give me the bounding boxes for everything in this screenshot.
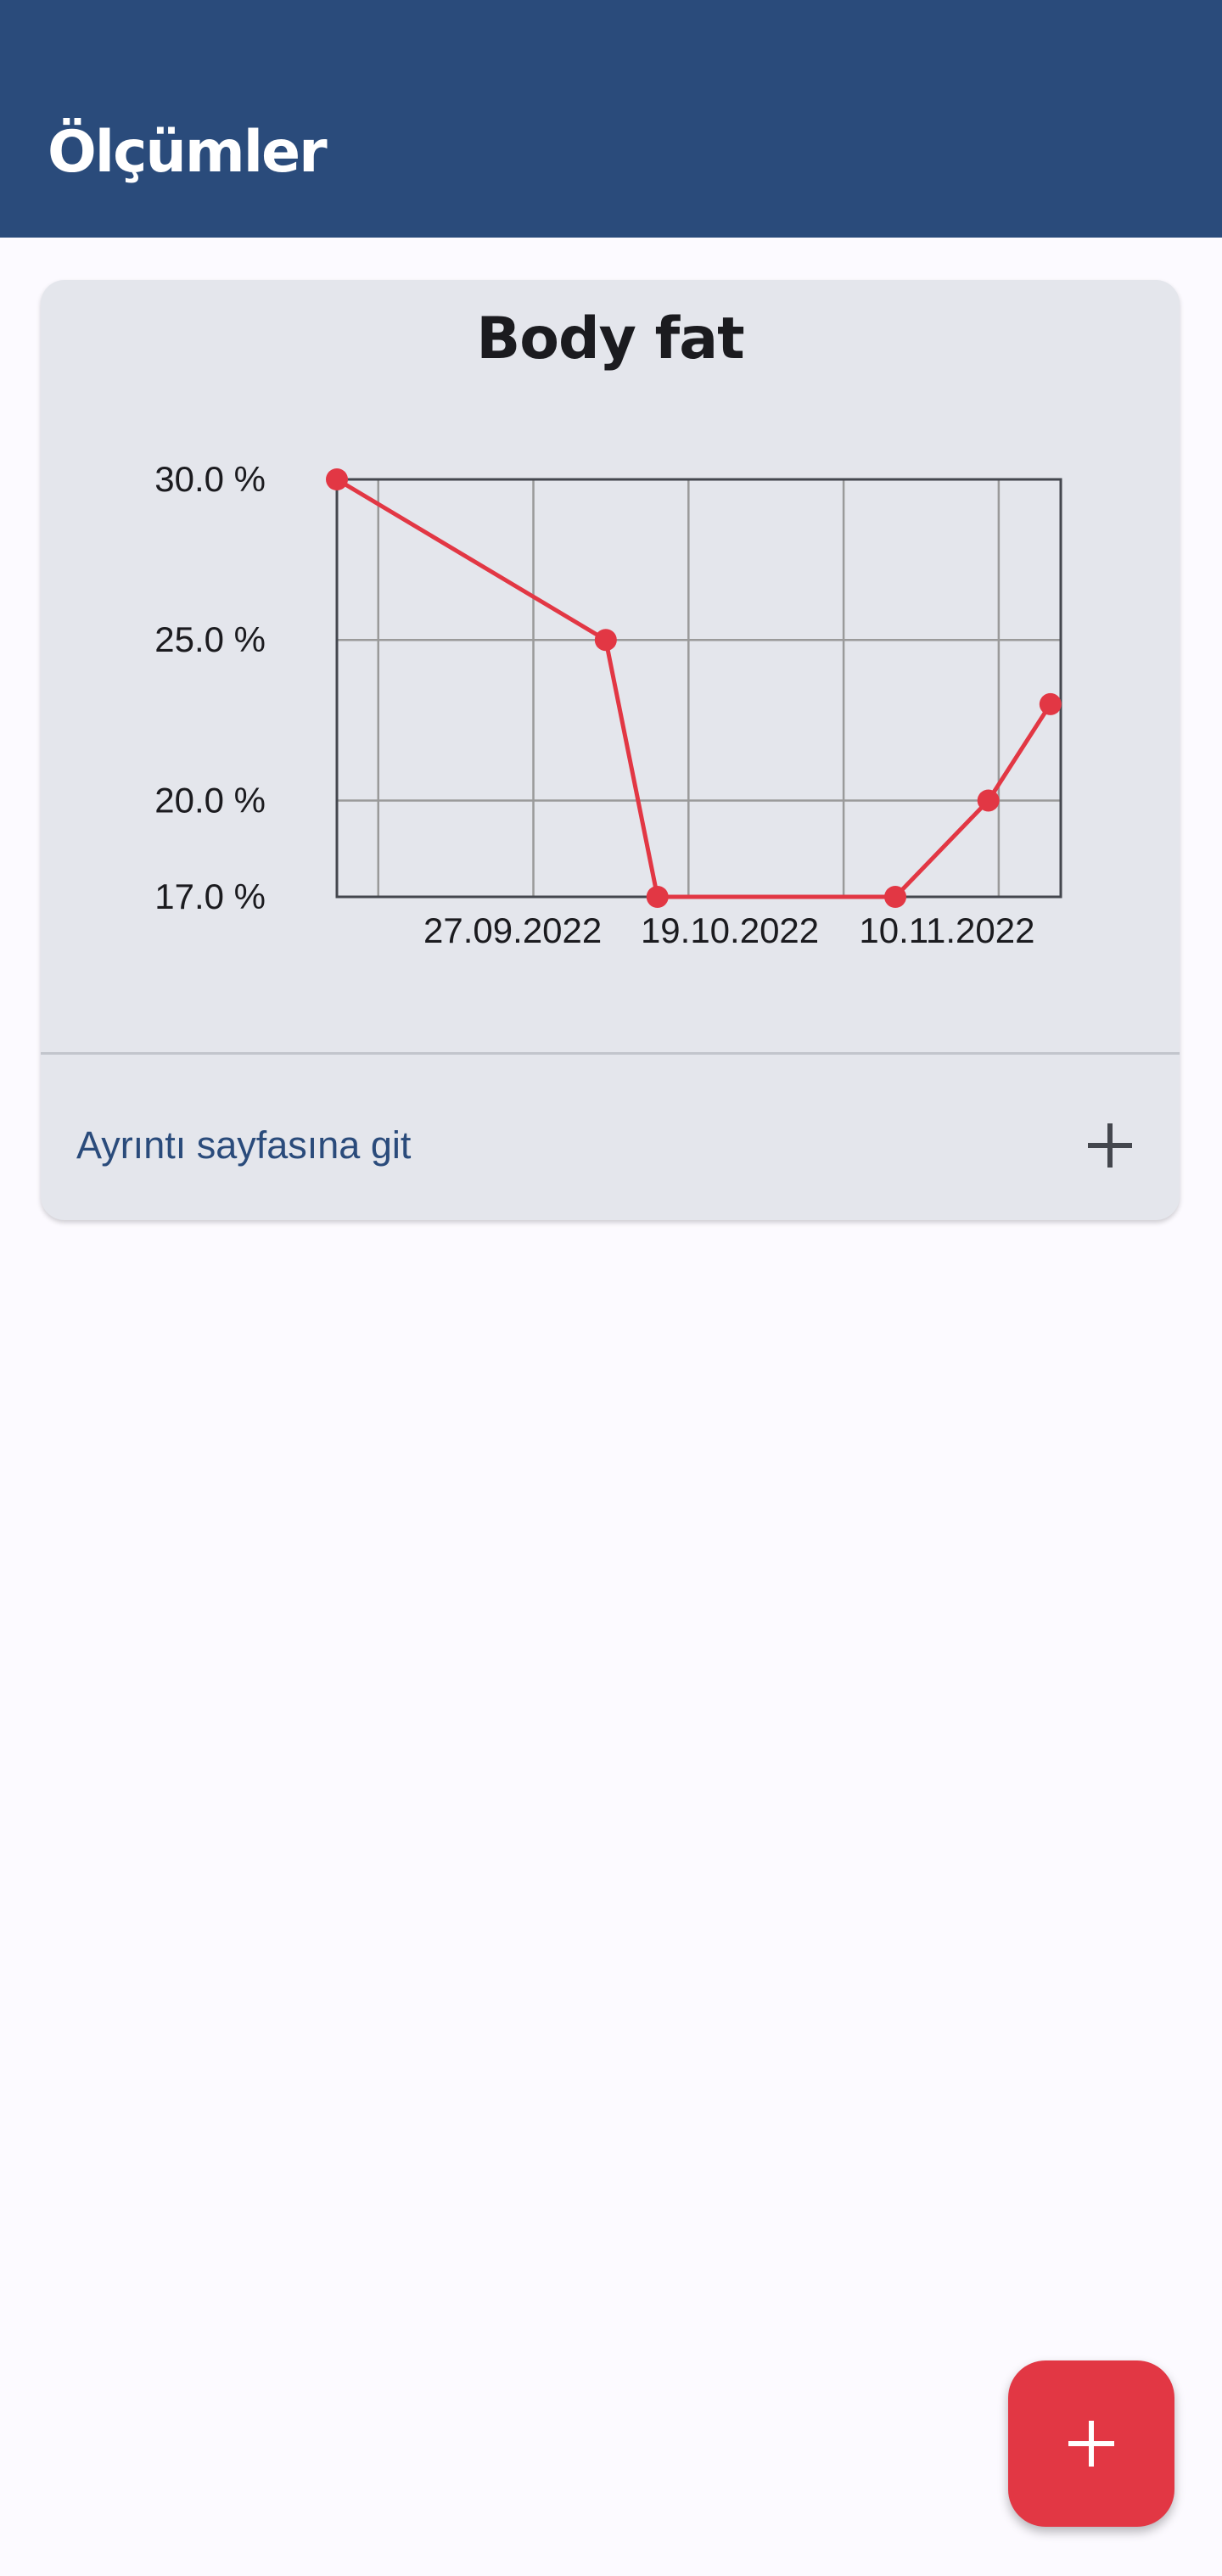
- y-tick-label: 25.0 %: [154, 619, 266, 659]
- body-fat-chart: 30.0 % 25.0 % 20.0 % 17.0 % 27.09.2022 19.10.…: [154, 459, 1062, 950]
- data-point: [977, 789, 1000, 812]
- y-tick-label: 20.0 %: [154, 780, 266, 820]
- card-divider: [41, 1052, 1180, 1055]
- data-point: [1039, 692, 1062, 715]
- page-title: Ölçümler: [48, 119, 328, 186]
- add-measure-button[interactable]: [1068, 1103, 1152, 1188]
- plus-icon: [1068, 2421, 1114, 2467]
- details-link[interactable]: Ayrıntı sayfasına git: [76, 1123, 412, 1167]
- x-tick-label: 27.09.2022: [423, 910, 602, 950]
- y-tick-label: 17.0 %: [154, 876, 266, 916]
- data-point: [646, 886, 669, 908]
- app-bar: Ölçümler: [0, 0, 1222, 238]
- body-fat-card: Body fat 30.0 % 25.0 % 20.0 % 17.0 % 27.09.2…: [41, 280, 1180, 1220]
- add-button[interactable]: [1008, 2360, 1174, 2527]
- data-point: [594, 629, 617, 652]
- data-point: [326, 468, 348, 490]
- plus-icon: [1088, 1123, 1132, 1168]
- y-tick-label: 30.0 %: [154, 459, 266, 499]
- series-line: [335, 477, 1052, 899]
- x-tick-label: 10.11.2022: [859, 910, 1034, 950]
- x-tick-label: 19.10.2022: [641, 910, 819, 950]
- card-title: Body fat: [476, 305, 744, 372]
- data-point: [884, 886, 907, 908]
